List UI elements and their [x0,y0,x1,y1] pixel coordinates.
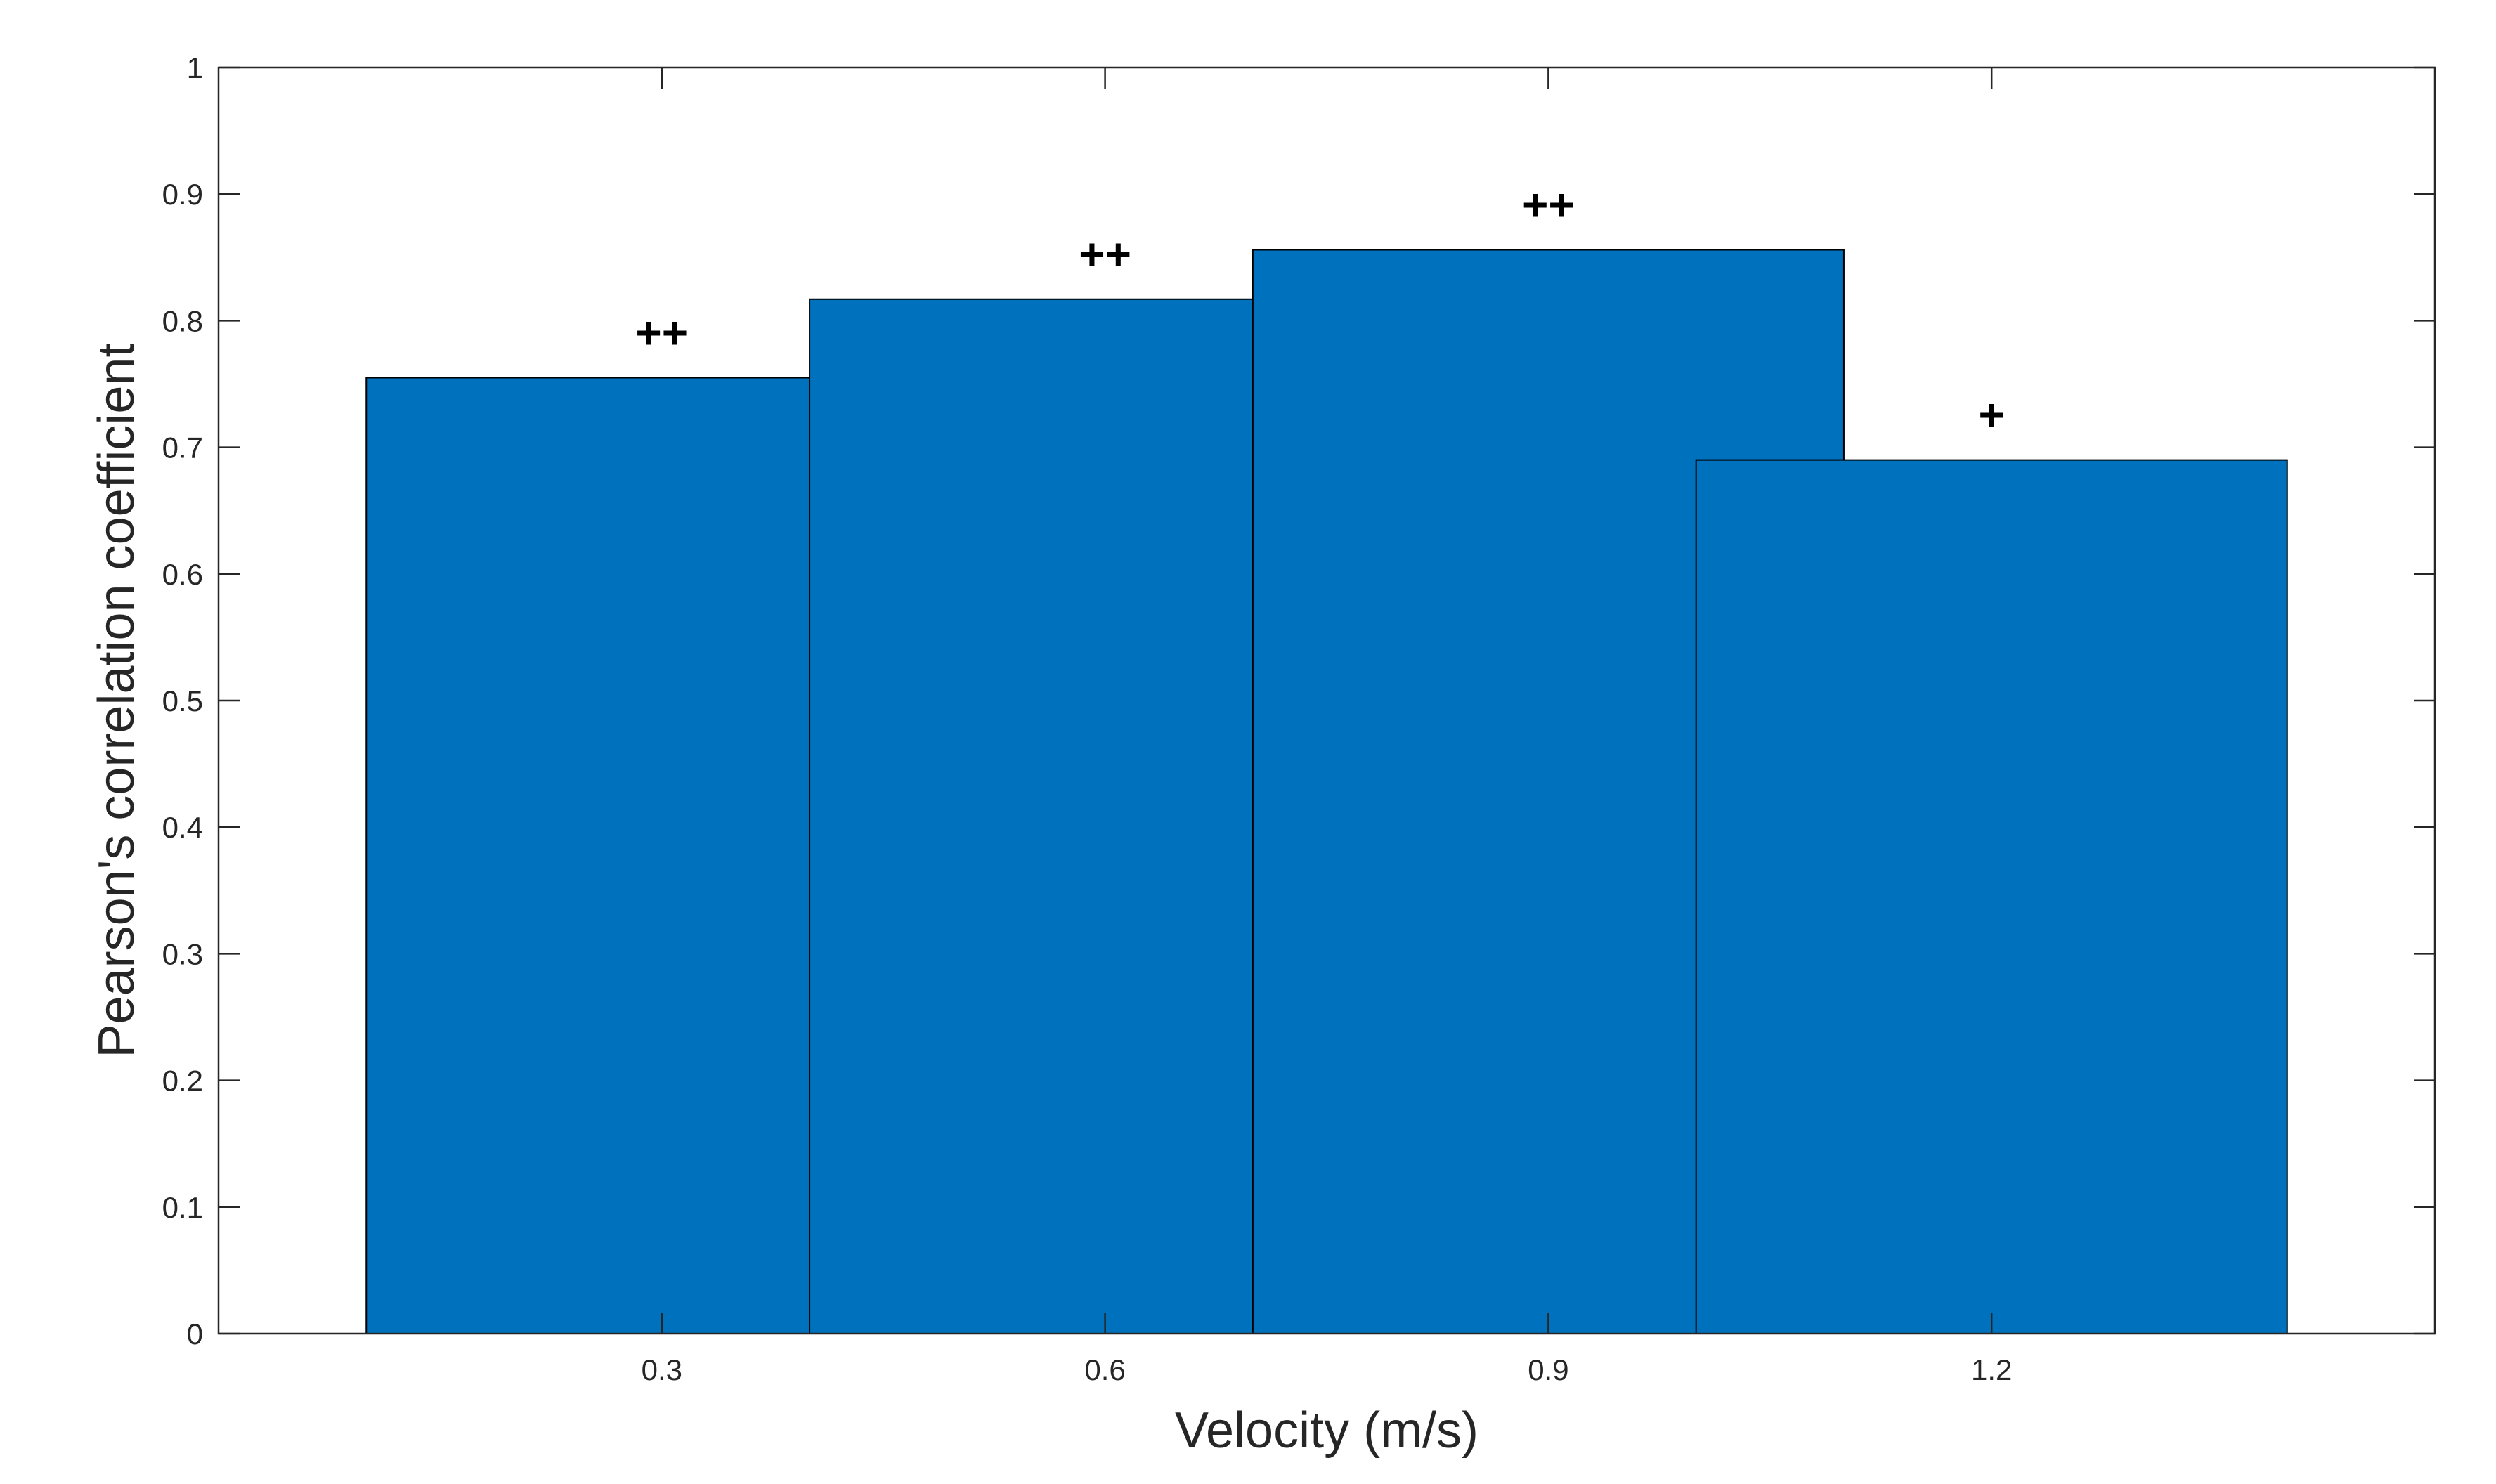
y-tick-label: 0.8 [162,304,203,337]
x-tick-label: 0.9 [1528,1353,1568,1386]
y-tick-labels: 0 0.1 0.2 0.3 0.4 0.5 0.6 0.7 0.8 0.9 1 [162,51,203,1350]
y-tick-label: 0.9 [162,178,203,211]
y-tick-label: 0.5 [162,684,203,717]
x-axis-title: Velocity (m/s) [1175,1402,1478,1459]
bar-1.2 [1695,459,2288,1334]
x-tick-label: 1.2 [1971,1353,2012,1386]
bar-annotations: +++++++ [635,179,2004,440]
y-tick-label: 0.1 [162,1191,203,1224]
y-tick-label: 0 [187,1317,203,1350]
bar-annotation-1.2: + [1979,390,2005,441]
y-axis-title: Pearson's correlation coefficient [89,344,145,1058]
y-tick-label: 0.4 [162,811,203,844]
x-tick-label: 0.3 [642,1353,682,1386]
y-tick-label: 0.6 [162,558,203,591]
x-tick-label: 0.6 [1084,1353,1125,1386]
y-tick-label: 1 [187,51,203,84]
y-tick-label: 0.3 [162,937,203,970]
bar-annotation-0.6: ++ [1079,229,1131,280]
y-tick-label: 0.7 [162,431,203,464]
x-tick-labels: 0.3 0.6 0.9 1.2 [642,1353,2013,1386]
y-tick-label: 0.2 [162,1065,203,1098]
plot-area-frame [217,66,2436,1335]
bar-annotation-0.3: ++ [635,307,688,358]
bar-group [365,249,2288,1334]
bar-annotation-0.9: ++ [1522,179,1575,230]
